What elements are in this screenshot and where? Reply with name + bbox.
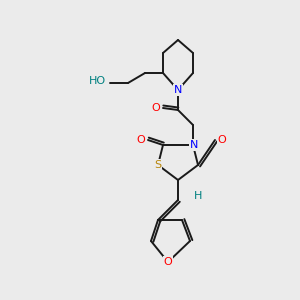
Text: HO: HO bbox=[89, 76, 106, 86]
Text: S: S bbox=[154, 160, 162, 170]
Text: N: N bbox=[174, 85, 182, 95]
Text: O: O bbox=[164, 257, 172, 267]
Text: N: N bbox=[190, 140, 198, 150]
Text: O: O bbox=[136, 135, 146, 145]
Text: O: O bbox=[152, 103, 160, 113]
Text: O: O bbox=[218, 135, 226, 145]
Text: H: H bbox=[194, 191, 202, 201]
